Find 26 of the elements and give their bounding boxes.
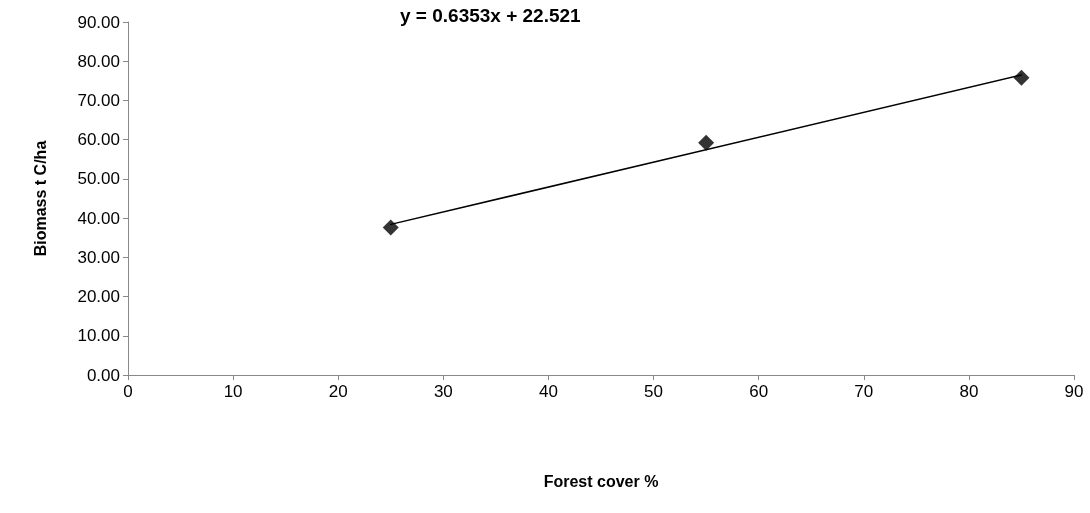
y-tick-label: 0.00 xyxy=(86,365,120,385)
y-tick-label: 50.00 xyxy=(77,169,120,189)
point xyxy=(698,134,715,151)
y-tick-label: 20.00 xyxy=(77,287,120,307)
y-tick-label: 40.00 xyxy=(77,208,120,228)
x-tick-label: 20 xyxy=(328,382,348,401)
x-tick-label: 30 xyxy=(433,382,453,401)
y-tick-label: 90.00 xyxy=(77,12,120,32)
x-tick-label: 70 xyxy=(854,382,874,401)
x-tick-label: 90 xyxy=(1064,382,1084,401)
x-axis-title: Forest cover % xyxy=(543,472,659,490)
x-tick-label: 40 xyxy=(538,382,558,401)
y-axis-title: Biomass t C/ha xyxy=(31,140,49,257)
y-tick-label: 80.00 xyxy=(77,51,120,71)
x-tick-label: 80 xyxy=(959,382,979,401)
x-tick-label: 10 xyxy=(223,382,243,401)
x-tick-label: 50 xyxy=(644,382,664,401)
y-tick-label: 10.00 xyxy=(77,326,120,346)
y-tick-label: 60.00 xyxy=(77,130,120,150)
x-tick-label: 0 xyxy=(123,382,133,401)
annotation: y = 0.6353x + 22.521 xyxy=(400,5,582,26)
point xyxy=(382,219,399,236)
point xyxy=(1013,69,1030,86)
x-tick-label: 60 xyxy=(749,382,769,401)
y-tick-label: 70.00 xyxy=(77,90,120,110)
y-tick-label: 30.00 xyxy=(77,247,120,267)
